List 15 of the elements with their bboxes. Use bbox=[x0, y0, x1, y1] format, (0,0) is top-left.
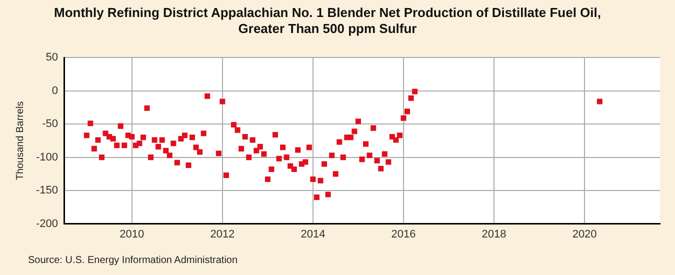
x-tick-label: 2018 bbox=[482, 228, 506, 240]
y-tick-label: -50 bbox=[42, 118, 58, 130]
source-note: Source: U.S. Energy Information Administration bbox=[27, 255, 239, 266]
y-tick-label: 0 bbox=[52, 84, 58, 97]
chart-title: Monthly Refining District Appalachian No. 1 Blender Net Production of Distillate Fuel Oil, Greater Than 500 ppm Sulfur bbox=[52, 4, 602, 38]
y-tick-label: -200 bbox=[36, 218, 58, 230]
x-tick-label: 2020 bbox=[572, 228, 597, 240]
y-tick-label: 50 bbox=[46, 52, 58, 64]
y-tick-label: -150 bbox=[36, 184, 58, 197]
x-tick-label: 2016 bbox=[391, 228, 416, 240]
x-tick-label: 2014 bbox=[300, 228, 326, 240]
y-tick-label: -100 bbox=[36, 151, 58, 164]
y-axis-title: Thousand Barrels bbox=[14, 101, 26, 180]
x-tick-label: 2012 bbox=[210, 228, 235, 240]
x-tick-label: 2010 bbox=[120, 228, 144, 240]
